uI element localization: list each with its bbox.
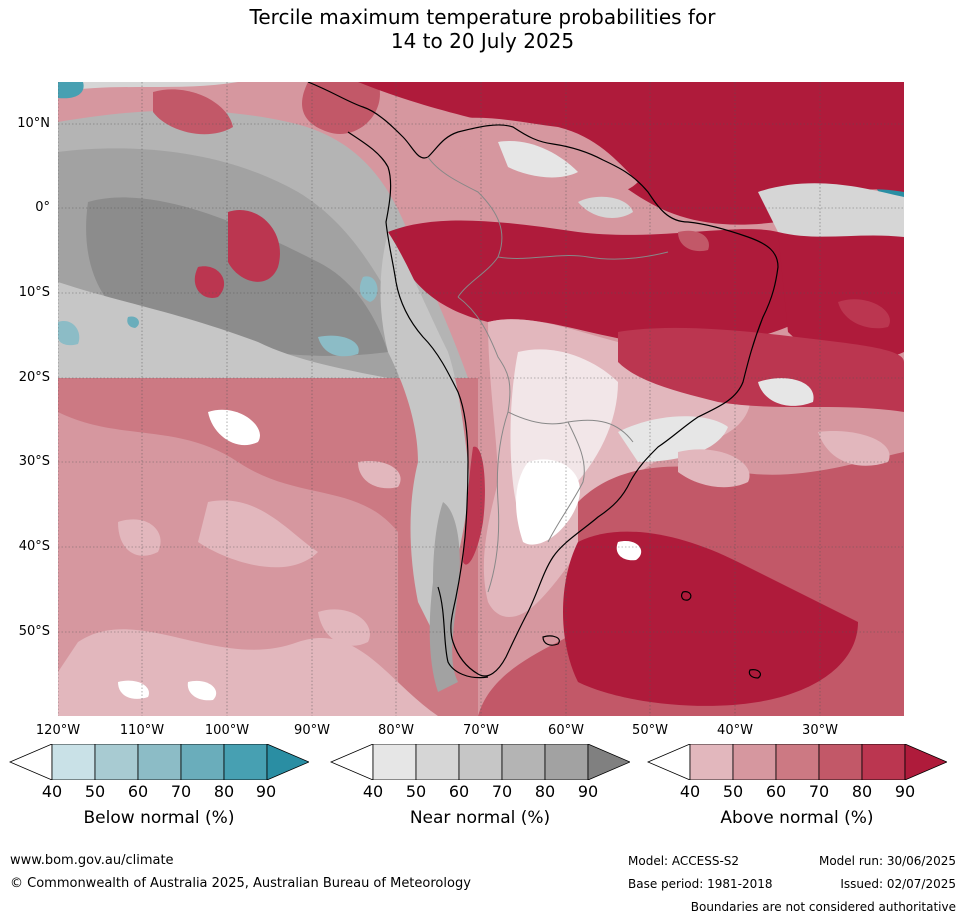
footer-copyright: © Commonwealth of Australia 2025, Austra…: [10, 876, 471, 891]
above-color-box: [732, 744, 777, 780]
below-tick-90: 90: [255, 782, 277, 801]
below-color-box: [51, 744, 96, 780]
above-tick-60: 60: [765, 782, 787, 801]
country-borders: [427, 156, 669, 593]
chart-title: Tercile maximum temperature probabilitie…: [0, 5, 965, 53]
lon-label-120w: 120°W: [35, 723, 81, 738]
near-tick-80: 80: [534, 782, 556, 801]
lon-label-60w: 60°W: [548, 723, 584, 738]
below-normal-colorbar: [9, 744, 309, 780]
lat-label-10s: 10°S: [18, 285, 50, 300]
footer-model: Model: ACCESS-S2: [628, 854, 740, 868]
footer-base-period: Base period: 1981-2018: [628, 877, 773, 891]
near-normal-title: Near normal (%): [409, 808, 551, 828]
below-tick-50: 50: [84, 782, 106, 801]
near-tick-60: 60: [448, 782, 470, 801]
below-tick-40: 40: [41, 782, 63, 801]
footer-issued: Issued: 02/07/2025: [840, 877, 956, 891]
below-tick-70: 70: [170, 782, 192, 801]
near-tick-40: 40: [362, 782, 384, 801]
below-tick-60: 60: [127, 782, 149, 801]
near-normal-colorbar: [330, 744, 630, 780]
near-color-box: [501, 744, 546, 780]
lat-label-10n: 10°N: [17, 116, 50, 131]
below-color-lower-extend: [9, 744, 53, 780]
lon-label-40w: 40°W: [717, 723, 753, 738]
coastline: [307, 82, 779, 679]
below-color-upper-extend: [266, 744, 309, 780]
footer-model-run: Model run: 30/06/2025: [818, 854, 956, 868]
lon-label-80w: 80°W: [378, 723, 414, 738]
above-normal-colorbar: [647, 744, 947, 780]
lon-label-50w: 50°W: [632, 723, 668, 738]
lat-label-0: 0°: [35, 200, 50, 215]
above-tick-70: 70: [808, 782, 830, 801]
above-tick-80: 80: [851, 782, 873, 801]
probability-map: [58, 82, 904, 716]
below-tick-80: 80: [213, 782, 235, 801]
title-line-1: Tercile maximum temperature probabilitie…: [249, 5, 716, 29]
lon-label-90w: 90°W: [294, 723, 330, 738]
lat-label-20s: 20°S: [18, 370, 50, 385]
lat-label-50s: 50°S: [18, 624, 50, 639]
above-color-box: [861, 744, 906, 780]
below-color-box: [137, 744, 182, 780]
lat-label-40s: 40°S: [18, 539, 50, 554]
lat-label-30s: 30°S: [18, 454, 50, 469]
near-tick-50: 50: [405, 782, 427, 801]
near-color-box: [544, 744, 589, 780]
above-color-lower-extend: [647, 744, 691, 780]
near-color-box: [372, 744, 417, 780]
below-normal-title: Below normal (%): [83, 808, 235, 828]
above-tick-50: 50: [722, 782, 744, 801]
near-color-box: [415, 744, 460, 780]
above-tick-40: 40: [679, 782, 701, 801]
near-color-box: [458, 744, 503, 780]
lon-label-110w: 110°W: [119, 723, 165, 738]
footer-url: www.bom.gov.au/climate: [10, 853, 174, 868]
near-tick-90: 90: [577, 782, 599, 801]
below-color-box: [94, 744, 139, 780]
footer-disclaimer: Boundaries are not considered authoritat…: [690, 900, 956, 914]
above-color-box: [689, 744, 734, 780]
below-color-box: [180, 744, 225, 780]
above-color-box: [775, 744, 820, 780]
lon-label-30w: 30°W: [802, 723, 838, 738]
near-color-upper-extend: [587, 744, 630, 780]
lon-label-70w: 70°W: [463, 723, 499, 738]
near-color-lower-extend: [330, 744, 374, 780]
above-color-upper-extend: [904, 744, 947, 780]
above-tick-90: 90: [894, 782, 916, 801]
above-normal-title: Above normal (%): [720, 808, 874, 828]
lon-label-100w: 100°W: [204, 723, 250, 738]
near-tick-70: 70: [491, 782, 513, 801]
title-line-2: 14 to 20 July 2025: [390, 29, 575, 53]
above-color-box: [818, 744, 863, 780]
below-color-box: [223, 744, 268, 780]
